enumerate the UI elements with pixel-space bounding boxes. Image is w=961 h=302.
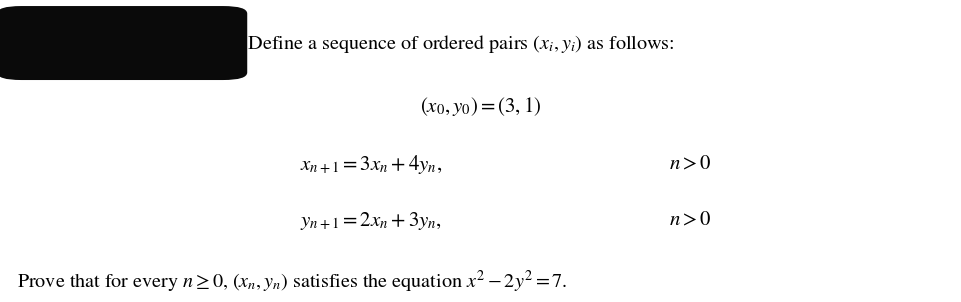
- FancyBboxPatch shape: [0, 6, 247, 80]
- Text: ) Define a sequence of ordered pairs $(x_i, y_i)$ as follows:: ) Define a sequence of ordered pairs $(x…: [235, 33, 674, 55]
- Text: $n > 0$: $n > 0$: [668, 211, 710, 231]
- Text: $n > 0$: $n > 0$: [668, 155, 710, 175]
- Text: $x_{n+1} = 3x_n + 4y_n,$: $x_{n+1} = 3x_n + 4y_n,$: [300, 153, 442, 176]
- Text: $(x_0, y_0) = (3,1)$: $(x_0, y_0) = (3,1)$: [420, 95, 541, 118]
- Text: Prove that for every $n \geq 0$, $(x_n, y_n)$ satisfies the equation $x^2 - 2y^2: Prove that for every $n \geq 0$, $(x_n, …: [17, 268, 567, 294]
- Text: $y_{n+1} = 2x_n + 3y_n,$: $y_{n+1} = 2x_n + 3y_n,$: [300, 210, 442, 232]
